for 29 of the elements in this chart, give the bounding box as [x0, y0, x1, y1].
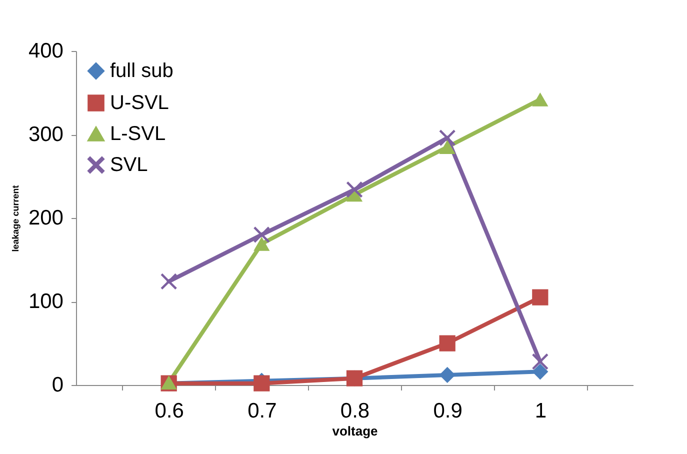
- point: [439, 140, 456, 154]
- point: [532, 364, 548, 380]
- x-tick-label: 0.7: [248, 400, 277, 422]
- legend-label: L-SVL: [110, 123, 166, 145]
- x-tick-label: 0.6: [154, 400, 184, 422]
- point: [346, 182, 363, 198]
- point: [532, 92, 548, 106]
- point: [254, 236, 270, 251]
- point: [254, 226, 270, 243]
- legend-label: full sub: [110, 60, 174, 82]
- y-tick-label: 100: [28, 290, 64, 313]
- point: [254, 375, 270, 392]
- x-tick-label: 1: [534, 400, 547, 422]
- point: [439, 366, 456, 384]
- y-tick-label: 0: [52, 374, 64, 396]
- legend-label: U-SVL: [110, 92, 169, 114]
- point: [160, 273, 177, 290]
- y-axis-title: leakage current: [10, 185, 20, 252]
- x-axis-title: voltage: [332, 424, 378, 438]
- y-tick-label: 400: [28, 40, 64, 62]
- point: [532, 354, 548, 370]
- point: [439, 130, 456, 146]
- legend-label: SVL: [110, 154, 148, 176]
- point: [439, 335, 456, 352]
- point: [532, 289, 548, 306]
- y-tick-label: 300: [28, 123, 64, 146]
- x-tick-label: 0.8: [340, 400, 370, 422]
- x-tick-label: 0.9: [433, 400, 462, 422]
- y-tick-label: 200: [28, 206, 64, 230]
